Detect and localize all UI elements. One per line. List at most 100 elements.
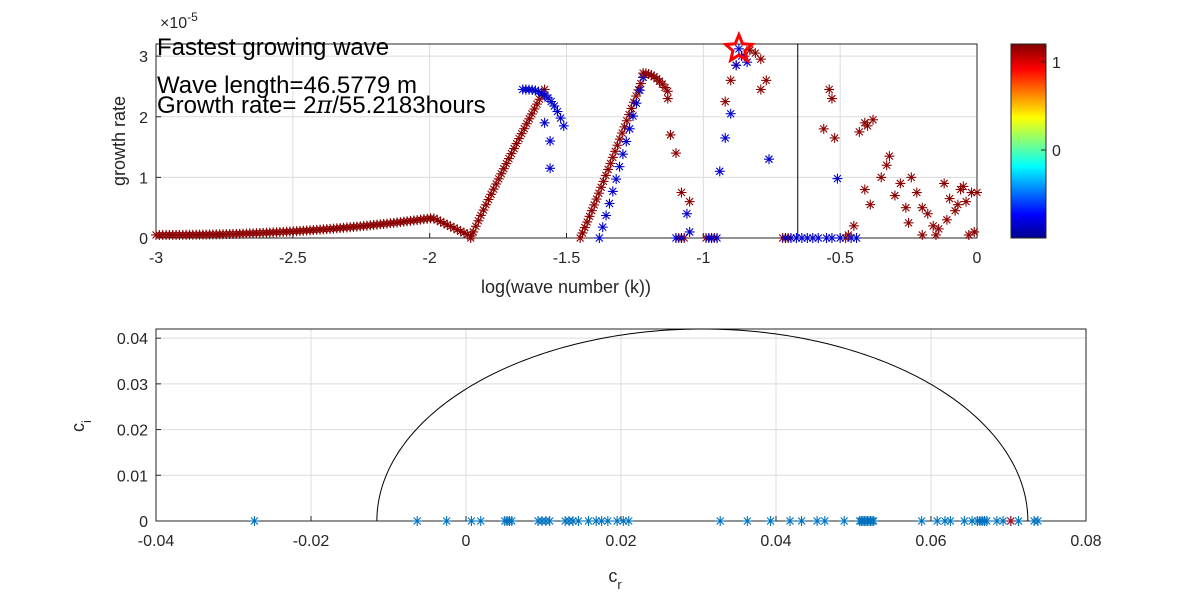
top-y-axis-label: growth rate	[109, 96, 129, 186]
data-point	[963, 229, 974, 240]
data-point	[506, 148, 517, 159]
data-point	[922, 208, 933, 219]
annotation-line-3: Growth rate= 2π/55.2183hours	[157, 91, 486, 119]
data-point	[720, 96, 731, 107]
data-point	[765, 516, 776, 526]
data-point	[611, 174, 622, 185]
data-point	[755, 54, 766, 65]
data-point	[991, 516, 1002, 526]
x-tick-label: -2	[423, 250, 437, 267]
data-point	[712, 233, 723, 243]
growth-rate-plot: -3 -2.5 -2 -1.5 -1 -0.5 0 0 1 2 3 ×10-5 Fastest gr…	[109, 10, 1061, 297]
bottom-x-axis-label: cr	[608, 566, 622, 592]
data-point	[881, 160, 892, 171]
data-point	[941, 214, 952, 225]
data-point	[662, 93, 673, 104]
data-point	[617, 149, 628, 160]
data-point	[544, 516, 555, 526]
data-point	[731, 60, 742, 71]
y-tick-label: 3	[139, 49, 148, 66]
data-point	[832, 173, 843, 184]
y-tick-label: 0	[139, 231, 148, 248]
data-point	[715, 516, 726, 526]
data-point	[481, 199, 492, 210]
data-point	[602, 516, 613, 526]
data-point	[521, 118, 532, 129]
annotation-line-2: Wave length=46.5779 m	[157, 72, 417, 99]
data-point	[684, 226, 695, 237]
data-point	[952, 199, 963, 210]
bottom-y-axis-label: ci	[68, 420, 94, 432]
data-point	[916, 516, 927, 526]
data-point	[631, 98, 642, 109]
data-point	[958, 181, 969, 192]
x-tick-label: -3	[149, 250, 163, 267]
data-point	[501, 158, 512, 169]
x-tick-label: 0	[973, 250, 982, 267]
colorbar	[1010, 43, 1047, 239]
data-point	[884, 151, 895, 162]
data-point	[594, 233, 605, 243]
data-point	[742, 516, 753, 526]
data-point	[670, 148, 681, 159]
data-point	[601, 210, 612, 221]
data-point	[555, 113, 566, 124]
data-point	[829, 132, 840, 143]
data-point	[725, 75, 736, 86]
data-point	[981, 516, 992, 526]
data-point	[854, 126, 865, 137]
data-point	[824, 84, 835, 95]
data-point	[813, 233, 824, 243]
data-point	[455, 226, 466, 237]
data-point	[412, 516, 423, 526]
data-point	[628, 111, 639, 122]
data-point	[868, 114, 879, 125]
data-point	[859, 184, 870, 195]
top-x-axis-label: log(wave number (k))	[481, 277, 651, 297]
data-point	[475, 516, 486, 526]
x-tick-label: -0.04	[138, 533, 175, 550]
colorbar-tick-label: 0	[1052, 143, 1061, 160]
annotation-line-1: Fastest growing wave	[157, 34, 389, 61]
y-tick-label: 0.01	[117, 468, 148, 485]
data-point	[818, 123, 829, 134]
x-tick-label: 0.02	[605, 533, 636, 550]
data-point	[733, 43, 744, 54]
data-point	[445, 221, 456, 232]
data-point	[607, 186, 618, 197]
y-tick-label: 0	[139, 514, 148, 531]
data-point	[509, 143, 520, 154]
data-point	[665, 129, 676, 140]
data-point	[676, 187, 687, 198]
fastest-growing-star	[721, 30, 756, 64]
data-point	[764, 154, 775, 165]
data-point	[466, 516, 477, 526]
data-point	[761, 75, 772, 86]
data-point	[807, 233, 818, 243]
data-point	[839, 516, 850, 526]
data-point	[917, 229, 928, 240]
y-tick-label: 1	[139, 170, 148, 187]
x-tick-label: 0.06	[915, 533, 946, 550]
phase-speed-plot: -0.04 -0.02 0 0.02 0.04 0.06 0.08 0 0.01 0.02 0.03…	[68, 328, 1102, 592]
x-tick-label: 0.08	[1070, 533, 1101, 550]
data-point	[826, 93, 837, 104]
x-tick-label: -0.02	[293, 533, 330, 550]
data-point	[895, 178, 906, 189]
data-point	[900, 202, 911, 213]
data-point	[876, 172, 887, 183]
data-point	[961, 196, 972, 207]
data-point	[1032, 516, 1043, 526]
data-point	[524, 113, 535, 124]
data-point	[930, 229, 941, 240]
x-tick-label: -1.5	[553, 250, 581, 267]
data-point	[865, 199, 876, 210]
data-point	[506, 516, 517, 526]
data-point	[549, 101, 560, 112]
data-point	[851, 233, 862, 243]
data-point	[969, 226, 980, 237]
data-point	[624, 123, 635, 134]
data-point	[868, 516, 879, 526]
data-point	[623, 516, 634, 526]
